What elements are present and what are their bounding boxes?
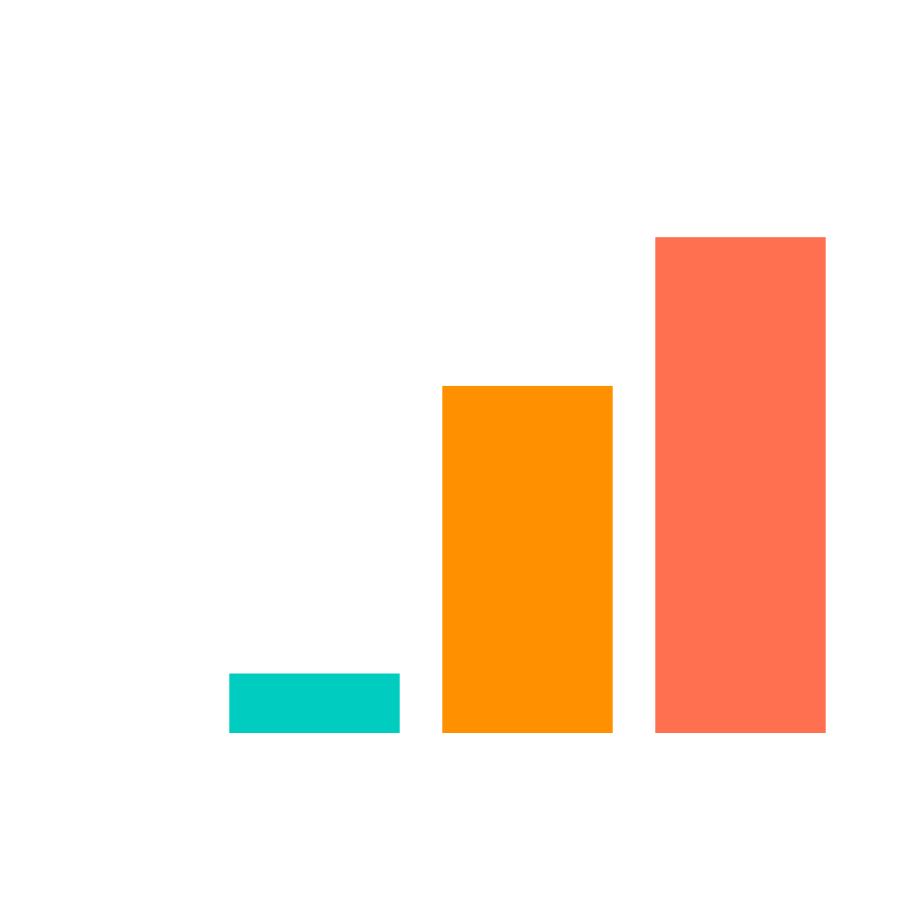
bar	[655, 237, 826, 733]
bar	[442, 385, 613, 733]
bar	[229, 673, 400, 733]
